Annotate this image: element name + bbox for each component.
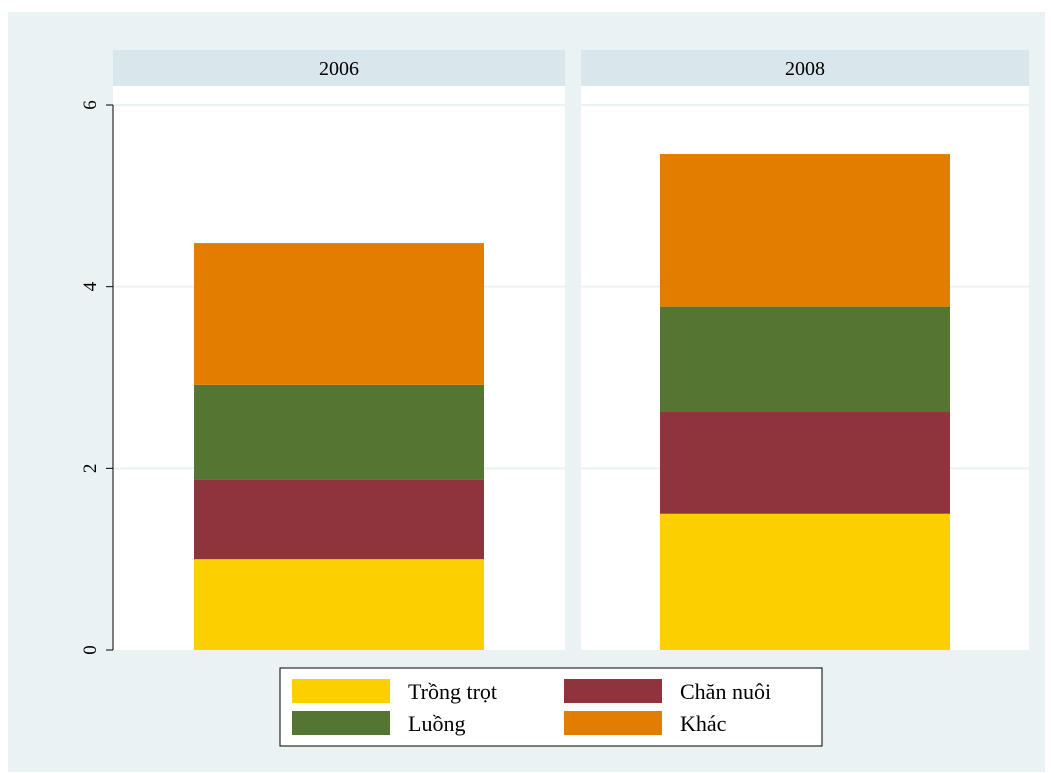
panel-strip-label: 2008 <box>785 58 825 80</box>
y-tick-label: 4 <box>80 281 101 291</box>
bar-segment-2008-4 <box>660 154 950 307</box>
bar-segment-2008-1 <box>660 513 950 650</box>
bar-segment-2006-1 <box>194 559 484 650</box>
panel-2008: 2008 <box>581 50 1029 650</box>
panel-strip-label: 2006 <box>319 58 359 80</box>
panels: 2006 2008 <box>113 50 1029 650</box>
y-tick-label: 0 <box>80 645 101 655</box>
bar-segment-2006-4 <box>194 243 484 385</box>
panel-2006: 2006 <box>113 50 565 650</box>
bar-segment-2008-3 <box>660 306 950 413</box>
bar-segment-2006-3 <box>194 384 484 480</box>
y-tick-label: 6 <box>80 100 101 110</box>
legend-swatch <box>292 679 390 703</box>
legend-label: Trồng trọt <box>408 679 497 704</box>
legend-label: Chăn nuôi <box>680 679 771 704</box>
panel-strip <box>113 50 565 86</box>
bar-segment-2006-2 <box>194 479 484 560</box>
legend: Trồng trọt Chăn nuôi Luồng Khác <box>279 667 823 747</box>
legend-swatch <box>564 711 662 735</box>
y-tick-label: 2 <box>80 464 101 474</box>
bar-segment-2008-2 <box>660 412 950 514</box>
legend-swatch <box>292 711 390 735</box>
panel-strip <box>581 50 1029 86</box>
legend-swatch <box>564 679 662 703</box>
legend-label: Khác <box>680 711 727 736</box>
y-axis: 0 2 4 6 <box>80 100 114 655</box>
legend-label: Luồng <box>408 711 465 736</box>
